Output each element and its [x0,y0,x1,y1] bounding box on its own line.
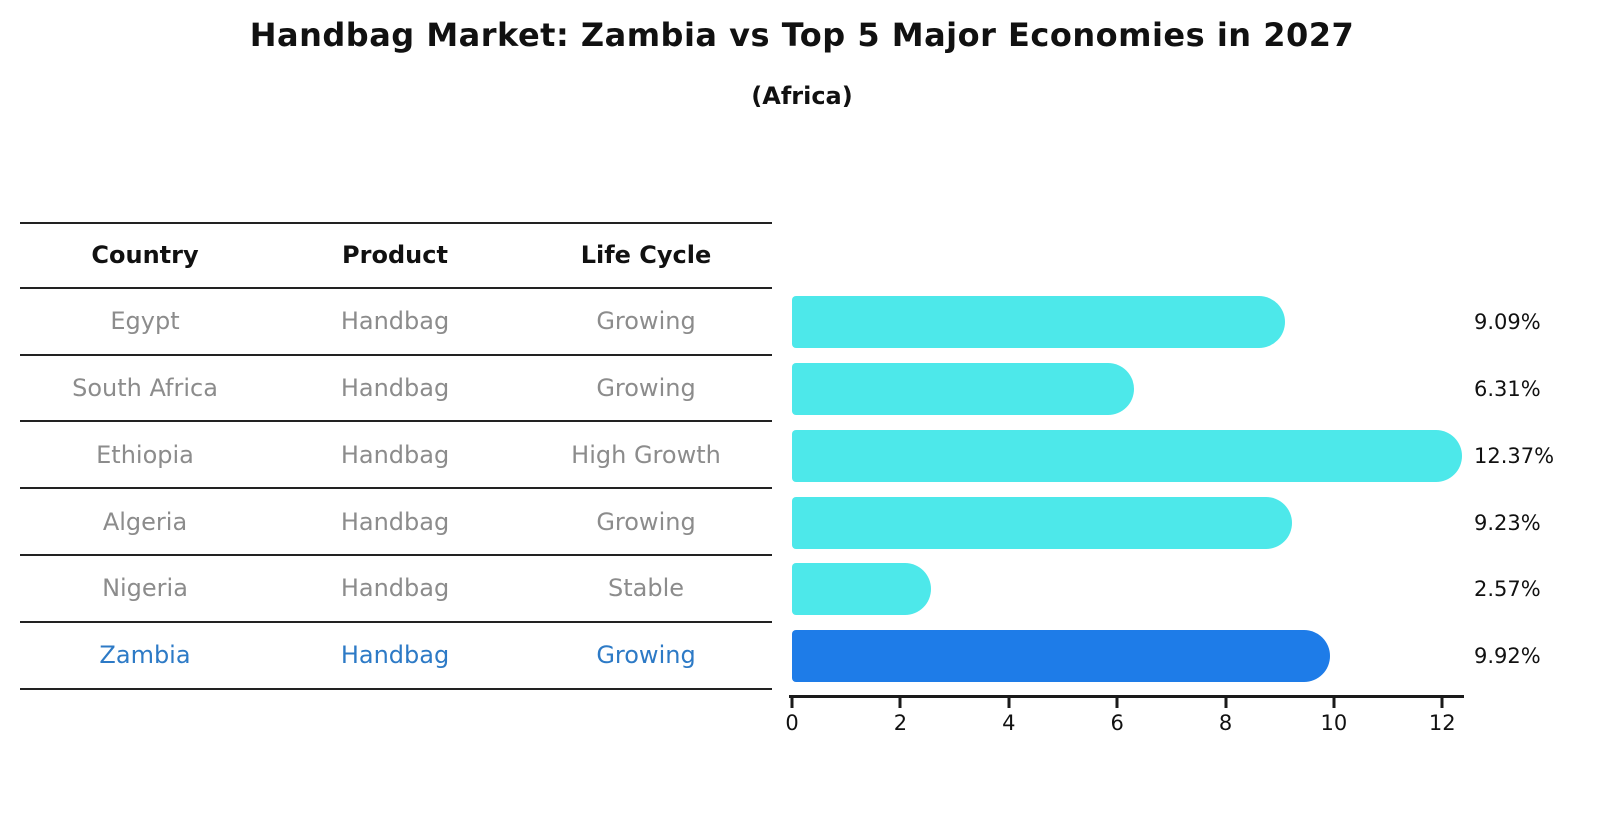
country-cell: Ethiopia [96,440,194,469]
bar-egypt [792,296,1285,349]
country-cell: South Africa [72,373,218,402]
product-cell: Handbag [340,507,450,536]
x-tick-mark [1115,698,1119,708]
product-cell: Handbag [340,307,450,336]
x-tick-label: 8 [1218,711,1233,735]
value-label-nigeria: 2.57% [1474,577,1541,602]
life-cycle-cell: Growing [596,307,696,336]
x-tick-label: 2 [893,711,908,735]
product-cell: Handbag [340,574,450,603]
life-cycle-cell: Growing [596,641,696,670]
country-cell: Nigeria [102,574,188,603]
x-axis-line [789,695,1464,698]
life-cycle-cell: High Growth [571,440,721,469]
chart-subtitle: (Africa) [751,82,853,110]
value-label-south-africa: 6.31% [1474,377,1541,401]
table-row-egypt: Egypt Handbag Growing [20,289,772,356]
highlighted-bar-zambia [792,630,1330,683]
table-row-algeria: Algeria Handbag Growing [20,489,772,556]
x-tick-label: 0 [785,711,799,735]
column-header-country: Country [91,241,199,270]
product-cell: Handbag [340,440,450,469]
x-tick-label: 12 [1428,711,1456,735]
x-tick-mark [1224,698,1228,708]
table-row-ethiopia: Ethiopia Handbag High Growth [20,422,772,490]
value-label-ethiopia: 12.37% [1474,443,1555,468]
product-cell: Handbag [340,373,450,402]
table-row-zambia: Zambia Handbag Growing [20,623,772,690]
product-cell: Handbag [340,641,450,670]
value-label-algeria: 9.23% [1474,510,1541,535]
value-label-zambia: 9.92% [1474,644,1541,669]
table-body: Egypt Handbag Growing South Africa Handbag Gr… [20,289,772,690]
column-header-product: Product [342,241,448,270]
table-row-south-africa: South Africa Handbag Growing [20,356,772,423]
column-header-life-cycle: Life Cycle [580,241,712,270]
x-tick-mark [790,698,794,708]
bar-south-africa [792,363,1134,415]
table-row-nigeria: Nigeria Handbag Stable [20,556,772,623]
life-cycle-cell: Growing [596,507,696,536]
value-label-egypt: 9.09% [1474,310,1541,335]
country-cell: Zambia [99,641,191,670]
x-tick-mark [898,698,902,708]
bar-algeria [792,496,1293,549]
x-tick-label: 6 [1110,711,1124,735]
x-tick-mark [1332,698,1336,708]
x-tick-label: 4 [1002,711,1016,735]
bar-ethiopia [792,429,1463,482]
bar-nigeria [792,563,932,616]
table-header-row: Country Product Life Cycle [20,222,772,289]
life-cycle-cell: Growing [596,373,696,402]
country-cell: Egypt [110,307,180,336]
x-tick-mark [1440,698,1444,708]
x-tick-mark [1007,698,1011,708]
chart-title: Handbag Market: Zambia vs Top 5 Major Ec… [249,16,1355,54]
country-cell: Algeria [102,507,188,536]
x-tick-label: 10 [1320,711,1348,735]
country-table: Country Product Life Cycle Egypt Handbag G… [20,222,772,690]
life-cycle-cell: Stable [607,574,685,603]
